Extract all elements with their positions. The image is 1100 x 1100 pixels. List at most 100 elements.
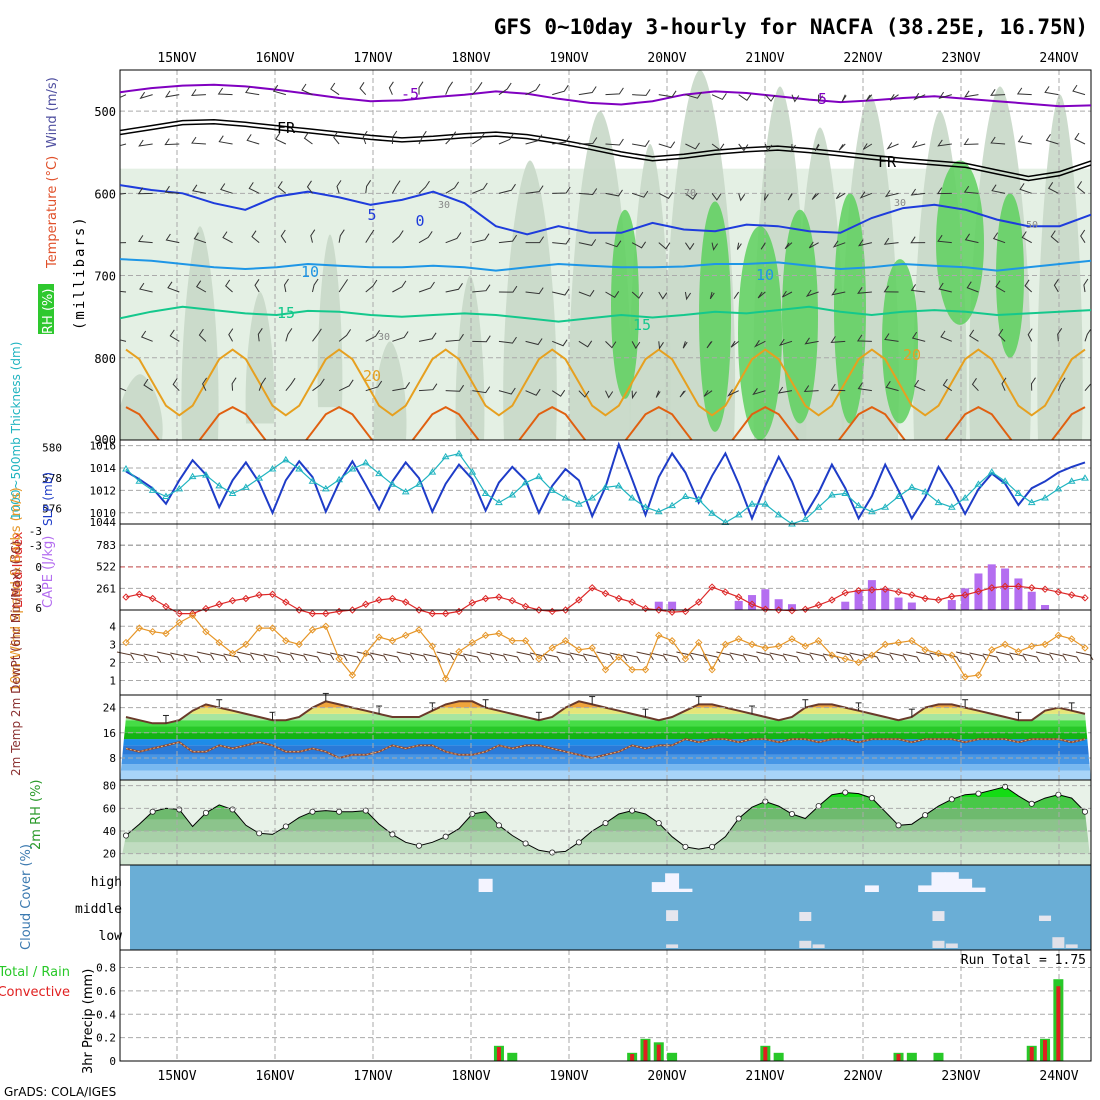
wind-barb bbox=[1001, 377, 1007, 391]
slp-tick: 1010 bbox=[90, 507, 117, 520]
wind-barb bbox=[228, 328, 234, 342]
rh-legend-label: RH (%) bbox=[41, 289, 56, 334]
wind-barb bbox=[808, 241, 819, 249]
surface-wind-barb bbox=[503, 653, 521, 663]
wind-barb bbox=[231, 377, 237, 391]
wind-barb bbox=[711, 143, 725, 151]
wind-barb bbox=[679, 390, 686, 398]
lifted-index-point bbox=[615, 594, 623, 603]
wind-barb bbox=[709, 291, 715, 300]
precip-panel: 0 0.2 0.4 0.6 0.8 bbox=[96, 949, 1092, 1068]
isotherm-label: FR bbox=[277, 119, 296, 137]
wind-barb bbox=[805, 289, 819, 297]
surface-wind-barb bbox=[303, 653, 321, 663]
wind-barb bbox=[964, 233, 979, 244]
surface-wind-barb bbox=[782, 653, 801, 663]
lifted-index-point bbox=[721, 588, 730, 596]
panel-frame bbox=[119, 949, 1092, 1062]
cloud-high-bar bbox=[478, 878, 493, 892]
wind-barb bbox=[258, 377, 267, 391]
surface-wind-barb bbox=[436, 651, 455, 661]
wind-barb bbox=[120, 192, 127, 195]
rh-shade bbox=[373, 341, 407, 440]
lifted-index-point bbox=[908, 591, 916, 599]
thickness-point bbox=[628, 494, 637, 501]
wind-barb bbox=[552, 186, 571, 194]
thickness-point bbox=[654, 507, 663, 515]
cloud-mid-bar bbox=[666, 910, 679, 921]
thickness-line bbox=[125, 453, 1086, 525]
date-label-bottom: 17NOV bbox=[353, 1069, 392, 1084]
thickness-tick: 576 bbox=[42, 503, 62, 516]
wind-barb bbox=[990, 136, 1006, 145]
wind-speed-line bbox=[125, 614, 1086, 681]
precip-conv-bar bbox=[656, 1044, 661, 1061]
wind-speed-point bbox=[255, 624, 263, 632]
wind-barb bbox=[838, 143, 846, 151]
wind-barb bbox=[1024, 279, 1033, 293]
wind-speed-point bbox=[481, 631, 490, 640]
isotherm-fr bbox=[120, 119, 1091, 178]
wind-barb bbox=[631, 341, 641, 350]
surface-wind-barb bbox=[836, 651, 854, 661]
lifted-index-point bbox=[854, 586, 863, 595]
wind-barb bbox=[936, 187, 952, 195]
lifted-index-point bbox=[362, 600, 370, 608]
cape-bar bbox=[907, 602, 916, 610]
cloud-level-label: high bbox=[91, 875, 122, 890]
wind-barb bbox=[418, 231, 433, 244]
wind-speed-point bbox=[242, 640, 250, 649]
footer-credit: GrADS: COLA/IGES bbox=[4, 1085, 116, 1099]
wind-barb bbox=[685, 242, 695, 251]
wind-barb bbox=[631, 241, 647, 249]
lifted-index-point bbox=[1014, 582, 1023, 591]
wind-barb bbox=[280, 229, 287, 243]
wind-barb bbox=[143, 378, 153, 392]
thickness-point bbox=[761, 500, 770, 507]
date-label-top: 18NOV bbox=[451, 51, 490, 66]
wind-barb bbox=[248, 182, 260, 194]
pressure-tick: 900 bbox=[94, 433, 116, 447]
isotherm-label: -5 bbox=[401, 85, 419, 103]
lifted-index-point bbox=[748, 600, 756, 608]
wind-barb bbox=[685, 192, 698, 200]
date-label-bottom: 24NOV bbox=[1039, 1069, 1078, 1084]
surface-wind-barb bbox=[702, 653, 721, 663]
wind-barb bbox=[472, 284, 491, 293]
wind-barb bbox=[418, 81, 424, 95]
wind-speed-point bbox=[841, 655, 849, 663]
wind-barb bbox=[760, 242, 766, 250]
wind-barb bbox=[257, 328, 263, 342]
thickness-point bbox=[947, 503, 956, 510]
precip-total-legend: Total / Rain bbox=[0, 965, 70, 980]
wind-barb bbox=[246, 134, 260, 145]
rh-point bbox=[1002, 783, 1009, 790]
isotherm-line bbox=[120, 83, 1091, 108]
date-label-bottom: 20NOV bbox=[647, 1069, 686, 1084]
temp-band bbox=[120, 745, 1091, 755]
rh-tick: 20 bbox=[103, 848, 116, 861]
wind-barb bbox=[998, 328, 1006, 342]
wind-barb bbox=[632, 140, 650, 147]
wind-barb bbox=[1076, 181, 1086, 194]
isotherm-line bbox=[120, 305, 1091, 323]
date-label-top: 19NOV bbox=[549, 51, 588, 66]
wind-barb bbox=[471, 82, 483, 96]
rh-point bbox=[1028, 800, 1035, 807]
temp-band bbox=[120, 702, 1091, 708]
lifted-index-point bbox=[1054, 588, 1063, 596]
wind-barb bbox=[254, 279, 260, 293]
wind-barb bbox=[1080, 229, 1086, 243]
wind-barb bbox=[757, 291, 766, 299]
lifted-index-point bbox=[388, 594, 397, 603]
thickness-point bbox=[868, 507, 876, 515]
wind-barb bbox=[498, 336, 517, 344]
rh-shade bbox=[936, 160, 984, 325]
slp-line bbox=[125, 441, 1086, 522]
cloud-high-bar bbox=[864, 885, 879, 892]
wind-barb bbox=[971, 378, 979, 392]
surface-wind-barb bbox=[356, 651, 375, 661]
wind-barb bbox=[1017, 135, 1032, 145]
wind-speed-point bbox=[774, 642, 783, 650]
